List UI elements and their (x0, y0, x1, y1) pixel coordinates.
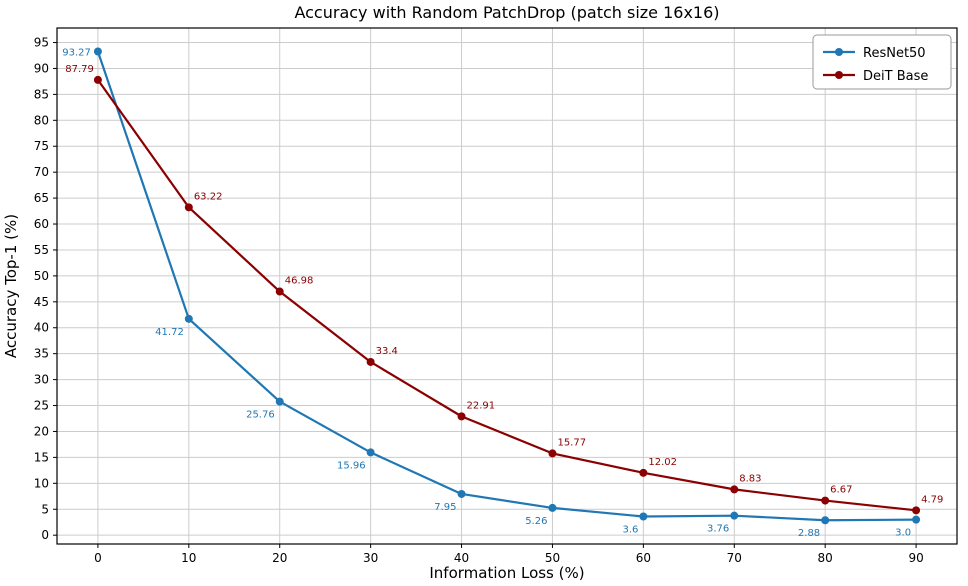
y-tick-label: 90 (34, 61, 49, 75)
point-label: 15.77 (557, 437, 586, 448)
point-label: 8.83 (739, 473, 761, 484)
data-point (93, 75, 102, 84)
data-point (821, 496, 830, 505)
point-label: 15.96 (337, 460, 366, 471)
y-tick-label: 75 (34, 139, 49, 153)
x-tick-label: 70 (727, 551, 742, 565)
series-line-resnet50 (96, 50, 918, 522)
legend-item-resnet50: ResNet50 (823, 46, 926, 61)
y-tick-label: 5 (41, 502, 49, 516)
y-tick-label: 15 (34, 450, 49, 464)
x-tick-label: 0 (94, 551, 102, 565)
data-point (639, 468, 648, 477)
legend-label: DeiT Base (863, 69, 928, 84)
point-label: 6.67 (830, 485, 852, 496)
y-tick-label: 60 (34, 217, 49, 231)
legend-marker (835, 71, 843, 79)
data-point (548, 449, 557, 458)
legend: ResNet50 DeiT Base (812, 34, 952, 90)
data-point (366, 357, 375, 366)
y-tick-label: 85 (34, 87, 49, 101)
axes-border (56, 27, 958, 545)
point-label: 3.76 (707, 524, 729, 535)
data-point (275, 397, 284, 406)
point-label: 5.26 (525, 516, 547, 527)
point-label: 3.6 (622, 525, 638, 536)
point-label: 25.76 (246, 410, 275, 421)
point-label: 41.72 (155, 327, 184, 338)
y-tick-label: 40 (34, 321, 49, 335)
data-point (730, 485, 739, 494)
point-label: 46.98 (285, 276, 314, 287)
data-point (639, 512, 648, 521)
y-tick-label: 80 (34, 113, 49, 127)
y-tick-label: 35 (34, 347, 49, 361)
data-point (457, 489, 466, 498)
axes-background (57, 28, 957, 544)
data-point (821, 516, 830, 525)
legend-label: ResNet50 (863, 46, 926, 61)
x-tick-label: 40 (454, 551, 469, 565)
data-point (275, 287, 284, 296)
y-tick-label: 65 (34, 191, 49, 205)
point-label: 3.0 (895, 528, 911, 539)
data-point (912, 515, 921, 524)
plot-area: 0 10 20 30 40 50 60 70 80 90 0 5 10 15 20 25 30 35 40 45 50 5… (34, 27, 958, 565)
data-point (730, 511, 739, 520)
legend-item-deit-base: DeiT Base (823, 69, 928, 84)
data-point (93, 47, 102, 56)
y-axis-label: Accuracy Top-1 (%) (2, 214, 20, 358)
y-tick-label: 45 (34, 295, 49, 309)
y-tick-label: 20 (34, 424, 49, 438)
data-point (184, 314, 193, 323)
x-tick-label: 90 (908, 551, 923, 565)
x-tick-label: 50 (545, 551, 560, 565)
point-label: 22.91 (467, 400, 496, 411)
x-tick-label: 60 (636, 551, 651, 565)
point-label: 4.79 (921, 494, 943, 505)
data-point (366, 448, 375, 457)
x-tick-label: 30 (363, 551, 378, 565)
y-tick-label: 0 (41, 528, 49, 542)
y-tick-label: 30 (34, 373, 49, 387)
data-point (457, 412, 466, 421)
data-point (548, 503, 557, 512)
data-point (912, 506, 921, 515)
x-tick-label: 10 (181, 551, 196, 565)
point-label: 63.22 (194, 191, 223, 202)
y-tick-label: 70 (34, 165, 49, 179)
point-label: 93.27 (62, 47, 91, 58)
x-axis-label: Information Loss (%) (429, 564, 584, 582)
point-label: 87.79 (65, 64, 94, 75)
series-line-deit-base (96, 78, 918, 512)
y-tick-label: 55 (34, 243, 49, 257)
point-label: 33.4 (376, 346, 398, 357)
y-tick-label: 25 (34, 399, 49, 413)
point-label: 7.95 (434, 502, 456, 513)
y-tick-label: 50 (34, 269, 49, 283)
data-point (184, 203, 193, 212)
point-label: 12.02 (648, 457, 677, 468)
point-label: 2.88 (798, 528, 820, 539)
chart-title: Accuracy with Random PatchDrop (patch si… (294, 3, 719, 22)
y-tick-label: 10 (34, 476, 49, 490)
x-tick-label: 20 (272, 551, 287, 565)
x-tick-label: 80 (818, 551, 833, 565)
y-tick-label: 95 (34, 36, 49, 50)
legend-marker (835, 48, 843, 56)
